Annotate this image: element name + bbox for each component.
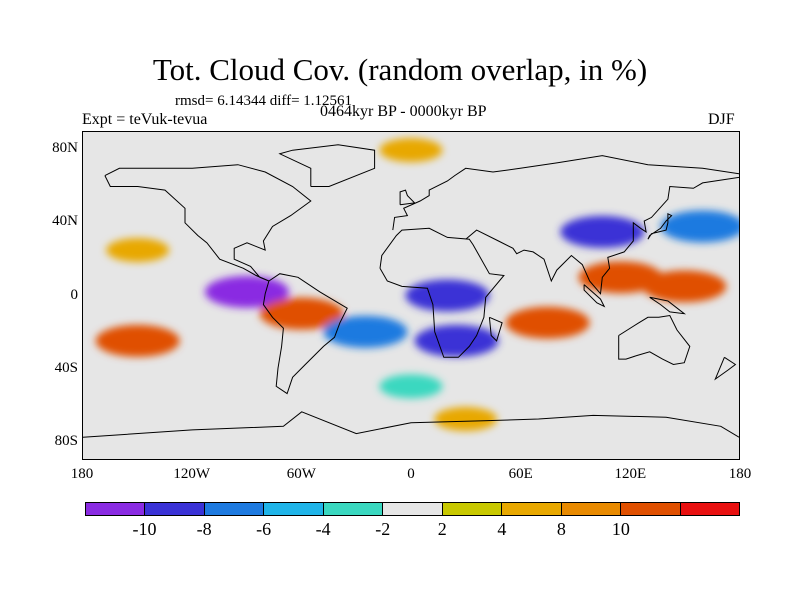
x-tick-label: 120W [173,466,210,482]
map-svg [83,138,739,438]
coastline [262,273,348,395]
anomaly-region [323,315,408,348]
colorbar-swatch [204,503,265,515]
coastline [488,316,503,342]
anomaly-region [505,306,590,339]
anomaly-region [259,297,344,330]
anomaly-region [379,138,443,163]
y-tick-label: 40S [54,359,78,376]
coastline [647,213,673,240]
colorbar-label: 2 [437,519,447,539]
x-tick-label: 60W [286,466,316,482]
x-tick-label: 180 [70,466,94,482]
period-label: 0464kyr BP - 0000kyr BP [320,103,487,120]
season-label: DJF [708,111,735,128]
colorbar-label: -10 [132,519,157,539]
colorbar-label: -2 [375,519,391,539]
anomaly-region [434,407,498,432]
colorbar-swatch [502,503,562,515]
y-tick-label: 40N [52,213,78,230]
map-plot-area [82,131,740,460]
anomaly-region [106,238,170,263]
coastline [618,314,691,366]
colorbar-label: -4 [315,519,331,539]
colorbar-swatch [680,503,739,515]
coastline [83,411,739,438]
anomaly-region [95,324,180,357]
stats-line: rmsd= 6.14344 diff= 1.12561 [175,93,353,109]
colorbar-label: 10 [611,519,630,539]
coastline [104,164,312,282]
colorbar-label: -8 [196,519,212,539]
colorbar-swatch [383,503,443,515]
colorbar-label: 8 [556,519,566,539]
coastline [399,189,416,206]
chart-title: Tot. Cloud Cov. (random overlap, in %) [152,52,648,87]
anomaly-region [414,324,499,357]
colorbar-label: -6 [256,519,272,539]
colorbar-swatch [621,503,681,515]
y-tick-label: 0 [70,286,79,303]
colorbar-swatch [264,503,324,515]
colorbar-swatch [145,503,205,515]
colorbar-swatch [442,503,503,515]
coastline [714,356,737,381]
coastline [278,144,376,187]
anomaly-region [578,261,663,294]
anomaly-region [405,279,490,312]
y-tick-label: 80S [54,432,78,449]
x-tick-label: 120E [614,466,647,482]
anomaly-region [660,210,739,243]
colorbar [85,502,740,516]
x-tick-label: 180 [728,466,752,482]
coastline [465,176,739,295]
coastline [583,284,606,308]
anomaly-region [560,215,645,248]
coastline [649,296,687,315]
coastline [392,155,739,231]
colorbar-label: 4 [497,519,507,539]
coastline [379,227,505,358]
x-tick-label: 60E [508,466,533,482]
colorbar-swatch [561,503,622,515]
x-tick-label: 0 [407,466,415,482]
experiment-label: Expt = teVuk-tevua [82,111,208,128]
y-tick-label: 80N [52,140,78,157]
colorbar-swatch [323,503,384,515]
anomaly-region [379,374,443,399]
colorbar-swatch [86,503,146,515]
anomaly-region [642,270,727,303]
